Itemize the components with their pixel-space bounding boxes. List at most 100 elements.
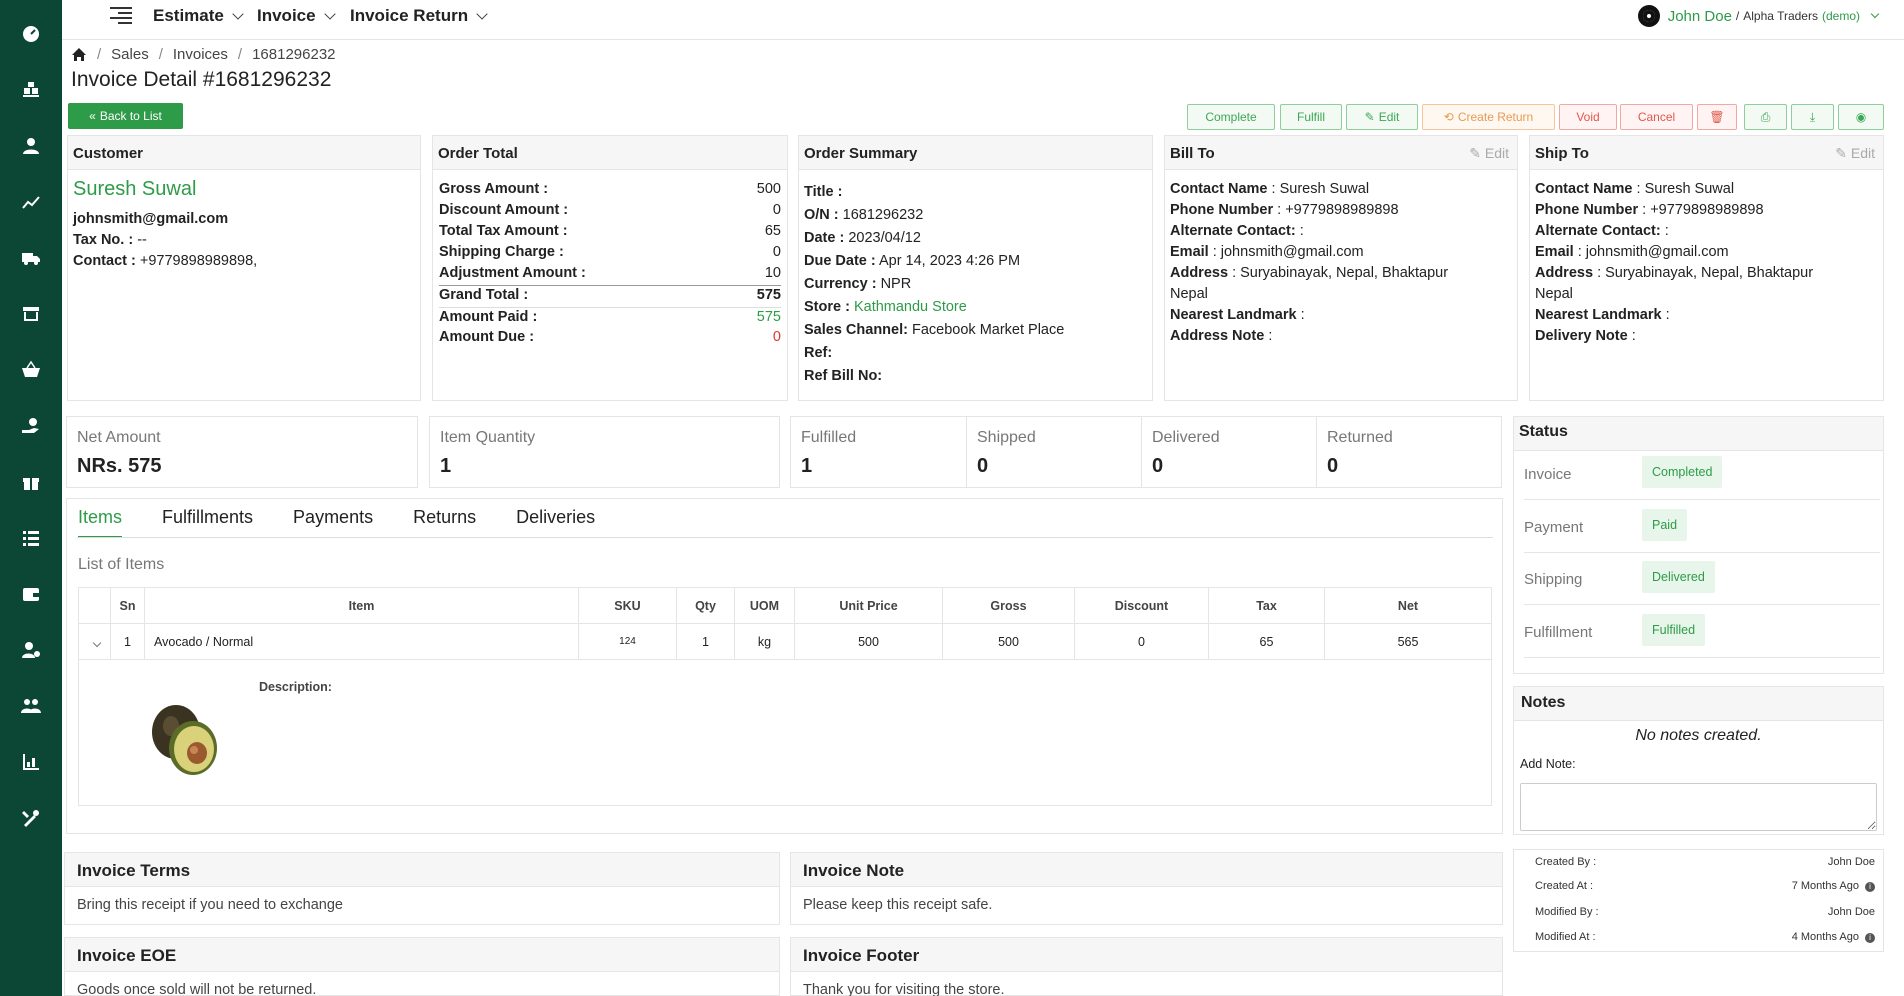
amount-paid-row: Amount Paid :575	[439, 309, 781, 325]
basket-icon[interactable]	[17, 356, 45, 384]
fulfill-label: Fulfill	[1296, 110, 1325, 124]
contact-value: +9779898989898,	[139, 253, 258, 269]
bill-to-edit-button[interactable]: ✎ Edit	[1469, 145, 1509, 161]
wallet-icon[interactable]	[17, 580, 45, 608]
refresh-icon: ⟲	[1443, 110, 1454, 124]
void-button[interactable]: Void	[1559, 104, 1617, 130]
print-button[interactable]: ⎙	[1744, 104, 1787, 130]
tax-label: Tax No. :	[73, 232, 134, 248]
trash-icon: 🗑	[1709, 110, 1725, 124]
chevron-down-icon	[323, 8, 336, 20]
tab-returns[interactable]: Returns	[413, 507, 477, 527]
invoice-note-card: Invoice Note Please keep this receipt sa…	[790, 852, 1503, 925]
invoice-terms-title: Invoice Terms	[65, 853, 779, 887]
discount-amount-row: Discount Amount :0	[439, 202, 781, 218]
hand-money-icon[interactable]	[17, 412, 45, 440]
create-return-button[interactable]: ⟲ Create Return	[1422, 104, 1555, 130]
nav-invoice-return[interactable]: Invoice Return	[350, 6, 488, 26]
col-discount: Discount	[1074, 587, 1209, 624]
home-icon[interactable]	[71, 47, 87, 62]
notes-header: Notes	[1514, 687, 1883, 721]
store-icon[interactable]	[17, 300, 45, 328]
info-icon[interactable]: i	[1865, 933, 1875, 943]
invoice-eoe-card: Invoice EOE Goods once sold will not be …	[64, 937, 780, 996]
team-icon[interactable]	[17, 692, 45, 720]
ship-to-card: Ship To ✎ Edit Contact Name : Suresh Suwa…	[1529, 135, 1884, 401]
truck-icon[interactable]	[17, 244, 45, 272]
nav-invoice[interactable]: Invoice	[257, 6, 336, 26]
nav-invoice-label: Invoice	[257, 6, 316, 25]
info-icon[interactable]: i	[1865, 882, 1875, 892]
boxes-icon[interactable]	[17, 76, 45, 104]
cancel-button[interactable]: Cancel	[1620, 104, 1693, 130]
menu-toggle-icon[interactable]	[110, 4, 132, 26]
chevron-down-icon	[476, 8, 488, 20]
breadcrumb-sales[interactable]: Sales	[111, 46, 149, 63]
nav-invoice-return-label: Invoice Return	[350, 6, 469, 25]
table-row: 1 Avocado / Normal 124 1 kg 500 500 0 65…	[78, 623, 1492, 660]
void-label: Void	[1576, 110, 1600, 124]
customer-header: Customer	[68, 136, 420, 170]
col-gross: Gross	[942, 587, 1075, 624]
tools-icon[interactable]	[17, 804, 45, 832]
demo-label: (demo)	[1821, 9, 1860, 23]
nav-estimate-label: Estimate	[153, 6, 224, 25]
expand-row-toggle[interactable]	[78, 623, 111, 660]
customer-email: johnsmith@gmail.com	[73, 211, 229, 227]
summary-on: O/N : 1681296232	[804, 207, 924, 223]
tab-fulfillments[interactable]: Fulfillments	[162, 507, 254, 527]
list-icon[interactable]	[17, 524, 45, 552]
chart-icon[interactable]	[17, 188, 45, 216]
order-total-header: Order Total	[433, 136, 787, 170]
status-shipping-row: Shipping Delivered	[1524, 553, 1880, 605]
summary-currency: Currency : NPR	[804, 276, 912, 292]
tab-items[interactable]: Items	[78, 507, 123, 538]
notes-card: Notes No notes created. Add Note:	[1513, 686, 1884, 835]
complete-button[interactable]: Complete	[1187, 104, 1275, 130]
gift-icon[interactable]	[17, 468, 45, 496]
nav-estimate[interactable]: Estimate	[153, 6, 244, 26]
download-button[interactable]: ⤓	[1791, 104, 1834, 130]
delete-button[interactable]: 🗑	[1697, 104, 1737, 130]
print-icon: ⎙	[1760, 109, 1771, 124]
list-of-items-title: List of Items	[78, 556, 165, 573]
avocado-image	[152, 705, 217, 775]
add-note-input[interactable]	[1520, 783, 1877, 831]
col-tax: Tax	[1208, 587, 1325, 624]
order-summary-header: Order Summary	[799, 136, 1152, 170]
edit-label: Edit	[1378, 110, 1400, 124]
meta-card	[1513, 849, 1884, 952]
preview-button[interactable]: ◉	[1838, 104, 1884, 130]
customer-card: Customer Suresh Suwal johnsmith@gmail.co…	[67, 135, 421, 401]
customer-name[interactable]: Suresh Suwal	[73, 178, 197, 200]
status-fulfillment-row: Fulfillment Fulfilled	[1524, 606, 1880, 658]
item-detail-row: Description:	[78, 659, 1492, 806]
user-menu[interactable]: John Doe / Alpha Traders (demo)	[1637, 5, 1880, 27]
tab-payments[interactable]: Payments	[293, 507, 374, 527]
col-net: Net	[1324, 587, 1492, 624]
net-amount-stat: Net Amount NRs. 575	[66, 416, 418, 488]
status-badge: Delivered	[1642, 561, 1715, 593]
col-unit-price: Unit Price	[794, 587, 943, 624]
report-icon[interactable]	[17, 748, 45, 776]
invoice-footer-title: Invoice Footer	[791, 938, 1502, 972]
contact-label: Contact :	[73, 253, 136, 269]
ship-to-edit-button[interactable]: ✎ Edit	[1835, 145, 1875, 161]
summary-date: Date : 2023/04/12	[804, 230, 921, 246]
tab-deliveries[interactable]: Deliveries	[516, 507, 596, 527]
breadcrumb-invoices[interactable]: Invoices	[172, 46, 228, 63]
eye-icon: ◉	[1855, 110, 1867, 124]
user-settings-icon[interactable]	[17, 636, 45, 664]
store-link[interactable]: Kathmandu Store	[853, 299, 967, 315]
dashboard-icon[interactable]	[17, 20, 45, 48]
back-to-list-button[interactable]: «Back to List	[68, 103, 183, 129]
col-uom: UOM	[734, 587, 795, 624]
user-icon[interactable]	[17, 132, 45, 160]
fulfill-button[interactable]: Fulfill	[1280, 104, 1342, 130]
invoice-note-title: Invoice Note	[791, 853, 1502, 887]
modified-at-row: Modified At :4 Months Ago i	[1535, 931, 1875, 943]
created-by-row: Created By : John Doe	[1535, 856, 1875, 868]
org-name: Alpha Traders	[1743, 9, 1818, 23]
summary-channel: Sales Channel: Facebook Market Place	[804, 322, 1065, 338]
edit-button[interactable]: ✎ Edit	[1346, 104, 1418, 130]
